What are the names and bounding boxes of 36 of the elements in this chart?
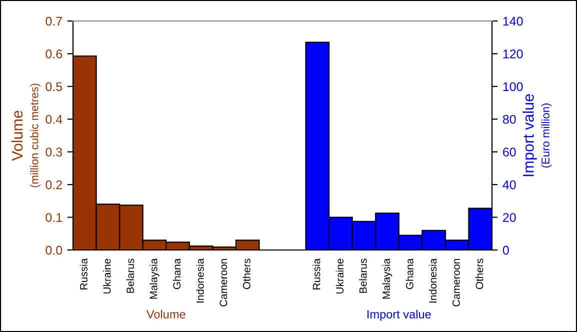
y-tick-label: 0.4 <box>46 114 62 124</box>
x-tick-label: Russia <box>312 258 320 290</box>
x-tick-label: Ghana <box>172 258 181 290</box>
y-tick-label: 0.7 <box>46 16 62 26</box>
y2-tick-label: 20 <box>503 213 516 222</box>
text: Import value <box>368 310 431 321</box>
y-tick-label: 0.3 <box>46 148 62 157</box>
y-tick-label: 0.0 <box>46 246 62 255</box>
x-tick-label: Malaysia <box>150 258 160 299</box>
y2-tick-label: 140 <box>503 16 523 26</box>
y-tick-label: 0.6 <box>46 50 62 58</box>
x-tick-label: Russia <box>80 258 88 290</box>
x-tick-label: Belarus <box>126 258 134 293</box>
x-tick-label: Indonesia <box>196 258 204 303</box>
x-tick-label: Ukraine <box>336 258 344 294</box>
y-axis-title: Volume (million cubic metres) <box>11 84 40 188</box>
x-tick-label: Others <box>242 258 250 290</box>
y2-tick-label: 80 <box>502 114 516 124</box>
y2-tick-label: 40 <box>502 180 516 190</box>
y2-tick-label: 100 <box>503 82 523 92</box>
x-tick-label: Cameroon <box>452 259 460 306</box>
y2-tick-label: 60 <box>503 148 516 157</box>
y-tick-label: 0.1 <box>46 213 62 222</box>
y2-tick-label: 120 <box>503 50 523 58</box>
x-tick-label: Belarus <box>359 258 367 293</box>
y2-axis-title: Import value (Euro million) <box>522 94 552 176</box>
x-tick-label: Ghana <box>406 258 414 290</box>
y2-tick-label: 0 <box>502 246 509 255</box>
x-tick-label: Malaysia <box>382 258 392 299</box>
x-tick-label: Ukraine <box>103 258 111 294</box>
x-tick-label: Cameroon <box>220 259 228 306</box>
x-tick-label: Indonesia <box>428 258 437 303</box>
x-tick-label: Others <box>476 258 484 290</box>
text: Volume <box>146 310 186 318</box>
y-tick-label: 0.2 <box>46 180 62 190</box>
y-tick-label: 0.5 <box>46 82 62 92</box>
